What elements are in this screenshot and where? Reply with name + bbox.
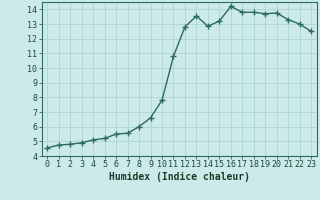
X-axis label: Humidex (Indice chaleur): Humidex (Indice chaleur): [109, 172, 250, 182]
